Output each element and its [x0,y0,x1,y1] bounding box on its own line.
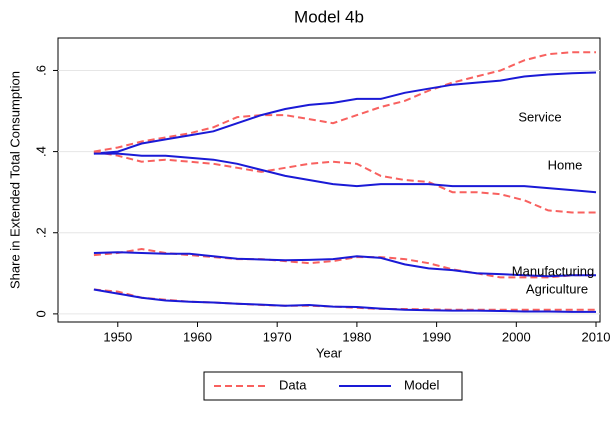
annotation: Home [548,157,583,172]
x-tick-label: 1960 [183,329,212,344]
x-tick-label: 1990 [422,329,451,344]
x-tick-label: 1980 [342,329,371,344]
series-line [93,247,596,279]
y-tick-label: .2 [33,227,48,238]
chart-title: Model 4b [294,7,364,26]
x-tick-label: 1950 [103,329,132,344]
legend-label: Model [404,377,440,392]
series-line [93,71,597,155]
series-line [93,288,596,313]
annotation: Manufacturing [512,263,594,278]
x-tick-label: 1970 [263,329,292,344]
annotation: Agriculture [526,281,588,296]
y-tick-label: 0 [33,310,48,317]
series-line [93,251,596,278]
series-line [93,288,596,311]
plot-frame [57,37,601,323]
x-tick-label: 2000 [502,329,531,344]
x-axis-label: Year [316,345,343,360]
y-tick-label: .4 [33,146,48,157]
series-line [93,152,597,194]
series-line [93,150,596,214]
x-tick-label: 2010 [582,329,611,344]
y-tick-label: .6 [33,65,48,76]
series-line [93,51,596,153]
y-axis-label: Share in Extended Total Consumption [7,71,22,289]
legend-label: Data [279,377,307,392]
annotation: Service [518,109,561,124]
